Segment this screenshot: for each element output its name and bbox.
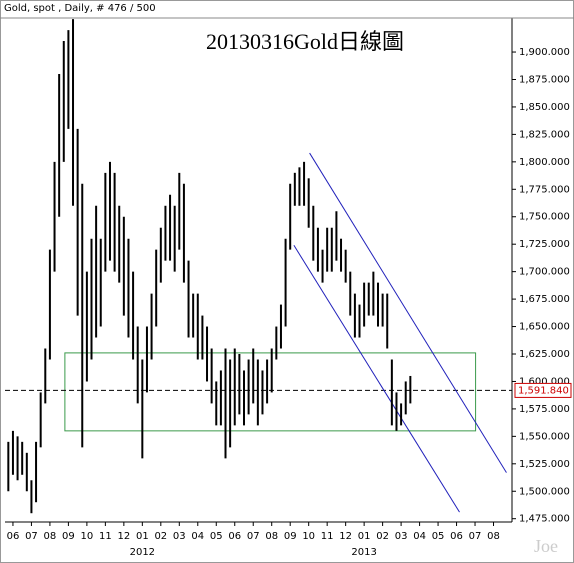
y-tick-label: 1,775.000	[519, 184, 570, 195]
y-tick-label: 1,575.000	[519, 404, 570, 415]
x-tick-label: 12	[117, 531, 130, 542]
x-tick-label: 02	[376, 531, 389, 542]
y-tick-label: 1,700.000	[519, 267, 570, 278]
y-tick-label: 1,625.000	[519, 349, 570, 360]
header: Gold, spot , Daily, # 476 / 500	[4, 3, 156, 14]
y-tick-label: 1,825.000	[519, 129, 570, 140]
x-tick-label: 11	[99, 531, 112, 542]
year-label: 2013	[351, 547, 376, 558]
x-tick-label: 08	[265, 531, 278, 542]
x-tick-label: 01	[358, 531, 371, 542]
x-tick-label: 05	[210, 531, 223, 542]
y-tick-label: 1,650.000	[519, 322, 570, 333]
x-tick-label: 03	[395, 531, 408, 542]
year-label: 2012	[130, 547, 155, 558]
y-tick-label: 1,850.000	[519, 102, 570, 113]
y-tick-label: 1,500.000	[519, 486, 570, 497]
y-tick-label: 1,875.000	[519, 74, 570, 85]
last-price-box	[514, 382, 572, 398]
x-tick-label: 05	[432, 531, 445, 542]
y-tick-label: 1,675.000	[519, 294, 570, 305]
y-tick-label: 1,750.000	[519, 212, 570, 223]
x-tick-label: 07	[247, 531, 260, 542]
watermark: Joe	[534, 536, 558, 556]
x-tick-label: 11	[321, 531, 334, 542]
x-tick-label: 03	[173, 531, 186, 542]
x-tick-label: 01	[136, 531, 149, 542]
y-tick-label: 1,600.000	[519, 376, 570, 387]
x-tick-label: 02	[154, 531, 167, 542]
y-tick-label: 1,800.000	[519, 157, 570, 168]
x-tick-label: 07	[469, 531, 482, 542]
x-tick-label: 09	[62, 531, 75, 542]
x-tick-label: 09	[284, 531, 297, 542]
x-tick-label: 04	[191, 531, 204, 542]
y-tick-label: 1,550.000	[519, 431, 570, 442]
x-tick-label: 07	[25, 531, 38, 542]
x-tick-label: 08	[44, 531, 57, 542]
x-tick-label: 10	[81, 531, 94, 542]
last-price-label: 1,591.840	[518, 385, 569, 396]
channel-line	[293, 245, 460, 513]
x-tick-label: 06	[450, 531, 463, 542]
range-box	[64, 352, 477, 432]
channel-line	[309, 152, 507, 473]
y-tick-label: 1,725.000	[519, 239, 570, 250]
x-tick-label: 10	[302, 531, 315, 542]
x-tick-label: 06	[228, 531, 241, 542]
x-tick-label: 12	[339, 531, 352, 542]
x-tick-label: 08	[487, 531, 500, 542]
x-tick-label: 06	[7, 531, 20, 542]
chart-title: 20130316Gold日線圖	[206, 29, 404, 54]
x-tick-label: 04	[413, 531, 426, 542]
y-tick-label: 1,475.000	[519, 514, 570, 525]
y-tick-label: 1,900.000	[519, 47, 570, 58]
y-tick-label: 1,525.000	[519, 459, 570, 470]
